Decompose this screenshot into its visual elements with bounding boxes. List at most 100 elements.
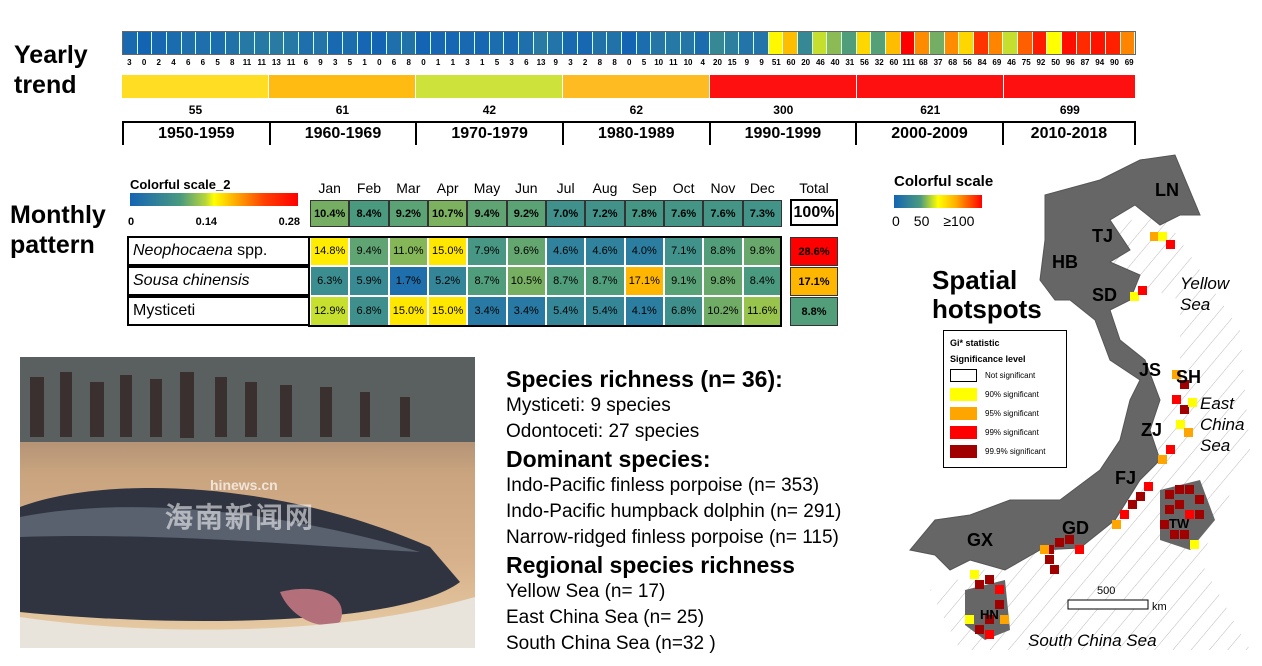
year-cell [1091, 32, 1107, 54]
decade-heat-bar [122, 75, 1136, 98]
legend-swatch [950, 445, 977, 458]
hotspot-cell [1065, 535, 1074, 544]
year-cell [915, 32, 930, 54]
species-month-cell: 9.1% [663, 266, 704, 296]
hotspot-cell [1175, 485, 1184, 494]
year-count: 3 [127, 58, 132, 67]
hotspot-cell [965, 615, 974, 624]
hotspot-cell [1160, 520, 1169, 529]
legend-title: Gi* statistic [950, 338, 1000, 348]
year-cell [1062, 32, 1077, 54]
province-label: SD [1092, 285, 1118, 305]
species-month-cell: 6.8% [349, 296, 389, 326]
year-count: 46 [1007, 58, 1016, 67]
hotspot-cell [1170, 530, 1179, 539]
species-month-cell: 9.4% [349, 236, 389, 266]
year-cell [885, 32, 901, 54]
province-label: TJ [1092, 226, 1114, 246]
month-header: Sep [631, 180, 657, 196]
year-count: 3 [332, 58, 338, 67]
year-count: 5 [641, 58, 647, 67]
year-cell [357, 32, 373, 54]
year-cell [665, 32, 681, 54]
hotspot-cell [1180, 530, 1189, 539]
hotspot-cell [1175, 500, 1184, 509]
year-count: 0 [141, 58, 147, 67]
overall-cell: 9.2% [506, 200, 546, 227]
year-count: 50 [1051, 58, 1061, 67]
species-month-cell: 10.2% [703, 296, 743, 326]
year-count: 92 [1036, 58, 1046, 67]
year-cell [797, 32, 813, 54]
decade-label: 1950-1959 [122, 121, 269, 145]
year-count: 10 [683, 58, 693, 67]
hotspot-cell [985, 630, 994, 639]
hotspot-cell [1144, 482, 1153, 491]
stranded-whale-photo: hinews.cn 海南新闻网 [20, 357, 475, 648]
decade-cell [856, 75, 1004, 98]
hotspot-cell [995, 600, 1004, 609]
legend-swatch [950, 369, 977, 382]
overall-cell: 10.4% [310, 200, 350, 227]
year-count: 60 [786, 58, 796, 67]
map-colorbar [894, 195, 982, 208]
species-name: spp. [232, 242, 268, 259]
year-cell [137, 32, 153, 54]
year-cell [1017, 32, 1033, 54]
hotspot-cell [1045, 545, 1054, 554]
hotspot-cell [1136, 492, 1145, 501]
hotspot-cell [985, 575, 994, 584]
year-count: 3 [509, 58, 514, 67]
scale-tick: 0 [128, 216, 135, 228]
decade-total: 699 [1059, 103, 1080, 117]
year-cell [1076, 32, 1092, 54]
decade-label: 1970-1979 [415, 121, 562, 145]
legend-label: Not significant [985, 371, 1036, 380]
year-count: 20 [801, 58, 811, 67]
year-count: 8 [597, 58, 603, 67]
overall-cell: 7.6% [703, 200, 743, 227]
hotspot-cell [1166, 445, 1175, 454]
year-count: 0 [627, 58, 632, 67]
species-month-cell: 14.8% [310, 236, 350, 266]
yearly-heat-strip [122, 31, 1136, 55]
regional-item: Yellow Sea (n= 17) [506, 581, 666, 602]
hotspot-cell [1112, 520, 1121, 529]
year-cell [519, 32, 534, 54]
species-month-cell: 4.1% [624, 296, 664, 326]
decade-total: 42 [482, 103, 497, 117]
year-cell [299, 32, 314, 54]
decade-total: 300 [773, 103, 794, 117]
species-month-cell: 15.0% [427, 296, 468, 326]
province-label: ZJ [1141, 420, 1163, 440]
hotspot-cell [1195, 510, 1204, 519]
year-cell [563, 32, 578, 54]
hotspot-cell [1180, 405, 1189, 414]
species-month-cell: 5.2% [427, 266, 468, 296]
legend-swatch [950, 426, 977, 439]
legend-label: 99.9% significant [985, 447, 1046, 456]
year-count: 90 [1110, 58, 1119, 67]
hotspot-cell [1050, 565, 1059, 574]
year-cell [1120, 32, 1136, 54]
legend-label: 95% significant [985, 409, 1039, 418]
hotspot-cell [1180, 380, 1189, 389]
hotspot-cell [1172, 395, 1181, 404]
species-month-cell: 6.8% [663, 296, 704, 326]
year-count: 40 [830, 58, 840, 67]
year-cell [387, 32, 402, 54]
overall-total: 100% [790, 199, 838, 226]
scale-tick: ≥100 [943, 213, 975, 229]
species-month-cell: 8.4% [742, 266, 782, 296]
year-count: 3 [465, 58, 470, 67]
year-cell [724, 32, 740, 54]
species-total: 28.6% [790, 237, 838, 266]
year-cell [548, 32, 564, 54]
month-header: Feb [356, 180, 382, 196]
year-count: 68 [948, 58, 958, 67]
year-cell [504, 32, 520, 54]
year-cell [827, 32, 842, 54]
year-count: 69 [1124, 58, 1134, 67]
regional-item: South China Sea (n=32 ) [506, 633, 716, 654]
monthly-colorbar [130, 193, 298, 206]
